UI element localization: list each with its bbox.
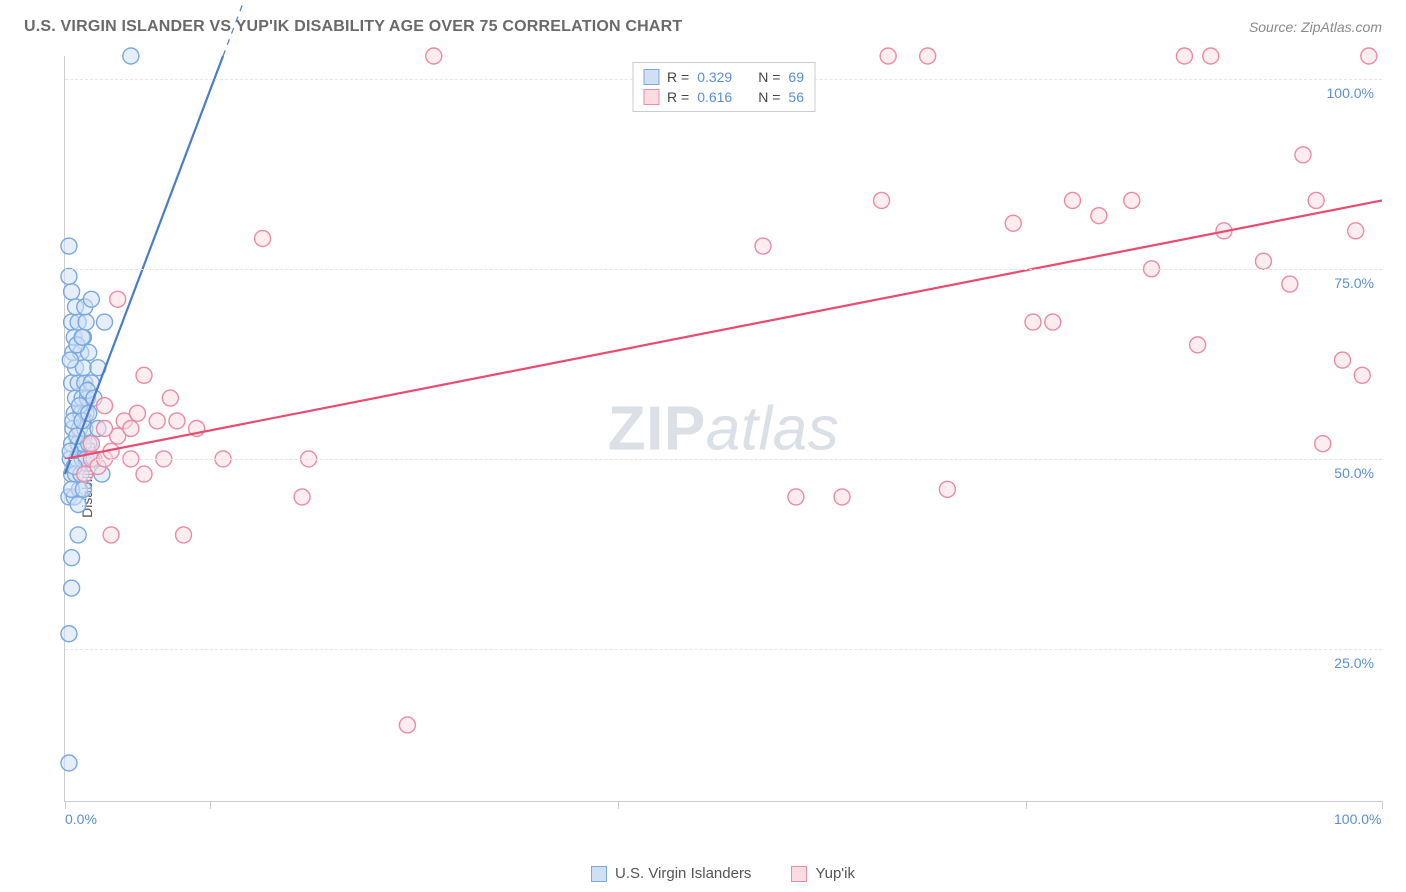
x-tick-label: 0.0% (65, 811, 97, 827)
legend-swatch (591, 866, 607, 882)
y-tick-label: 75.0% (1334, 275, 1374, 291)
x-tick-label: 100.0% (1334, 811, 1381, 827)
series-legend: U.S. Virgin Islanders Yup'ik (64, 865, 1382, 882)
plot-container: Disability Age Over 75 ZIPatlas R = 0.32… (24, 56, 1382, 842)
legend-swatch (791, 866, 807, 882)
legend-label: U.S. Virgin Islanders (615, 865, 751, 882)
correlation-legend: R = 0.329 N = 69 R = 0.616 N = 56 (632, 62, 815, 112)
legend-r-label: R = (667, 89, 689, 105)
legend-n-value: 69 (788, 69, 804, 85)
chart-header: U.S. VIRGIN ISLANDER VS YUP'IK DISABILIT… (0, 0, 1406, 46)
source-label: Source: ZipAtlas.com (1249, 19, 1382, 35)
legend-n-value: 56 (788, 89, 804, 105)
y-tick-label: 25.0% (1334, 655, 1374, 671)
chart-svg (65, 56, 1382, 801)
legend-label: Yup'ik (815, 865, 855, 882)
legend-n-label: N = (758, 89, 780, 105)
legend-swatch-blue (643, 69, 659, 85)
legend-row: R = 0.329 N = 69 (643, 67, 804, 87)
y-tick-label: 50.0% (1334, 465, 1374, 481)
legend-item: Yup'ik (791, 865, 855, 882)
legend-r-label: R = (667, 69, 689, 85)
plot-area: ZIPatlas R = 0.329 N = 69 R = 0.616 N = … (64, 56, 1382, 802)
legend-n-label: N = (758, 69, 780, 85)
chart-title: U.S. VIRGIN ISLANDER VS YUP'IK DISABILIT… (24, 18, 682, 36)
legend-r-value: 0.616 (697, 89, 732, 105)
legend-r-value: 0.329 (697, 69, 732, 85)
legend-row: R = 0.616 N = 56 (643, 87, 804, 107)
legend-swatch-pink (643, 89, 659, 105)
legend-item: U.S. Virgin Islanders (591, 865, 751, 882)
y-tick-label: 100.0% (1327, 85, 1374, 101)
